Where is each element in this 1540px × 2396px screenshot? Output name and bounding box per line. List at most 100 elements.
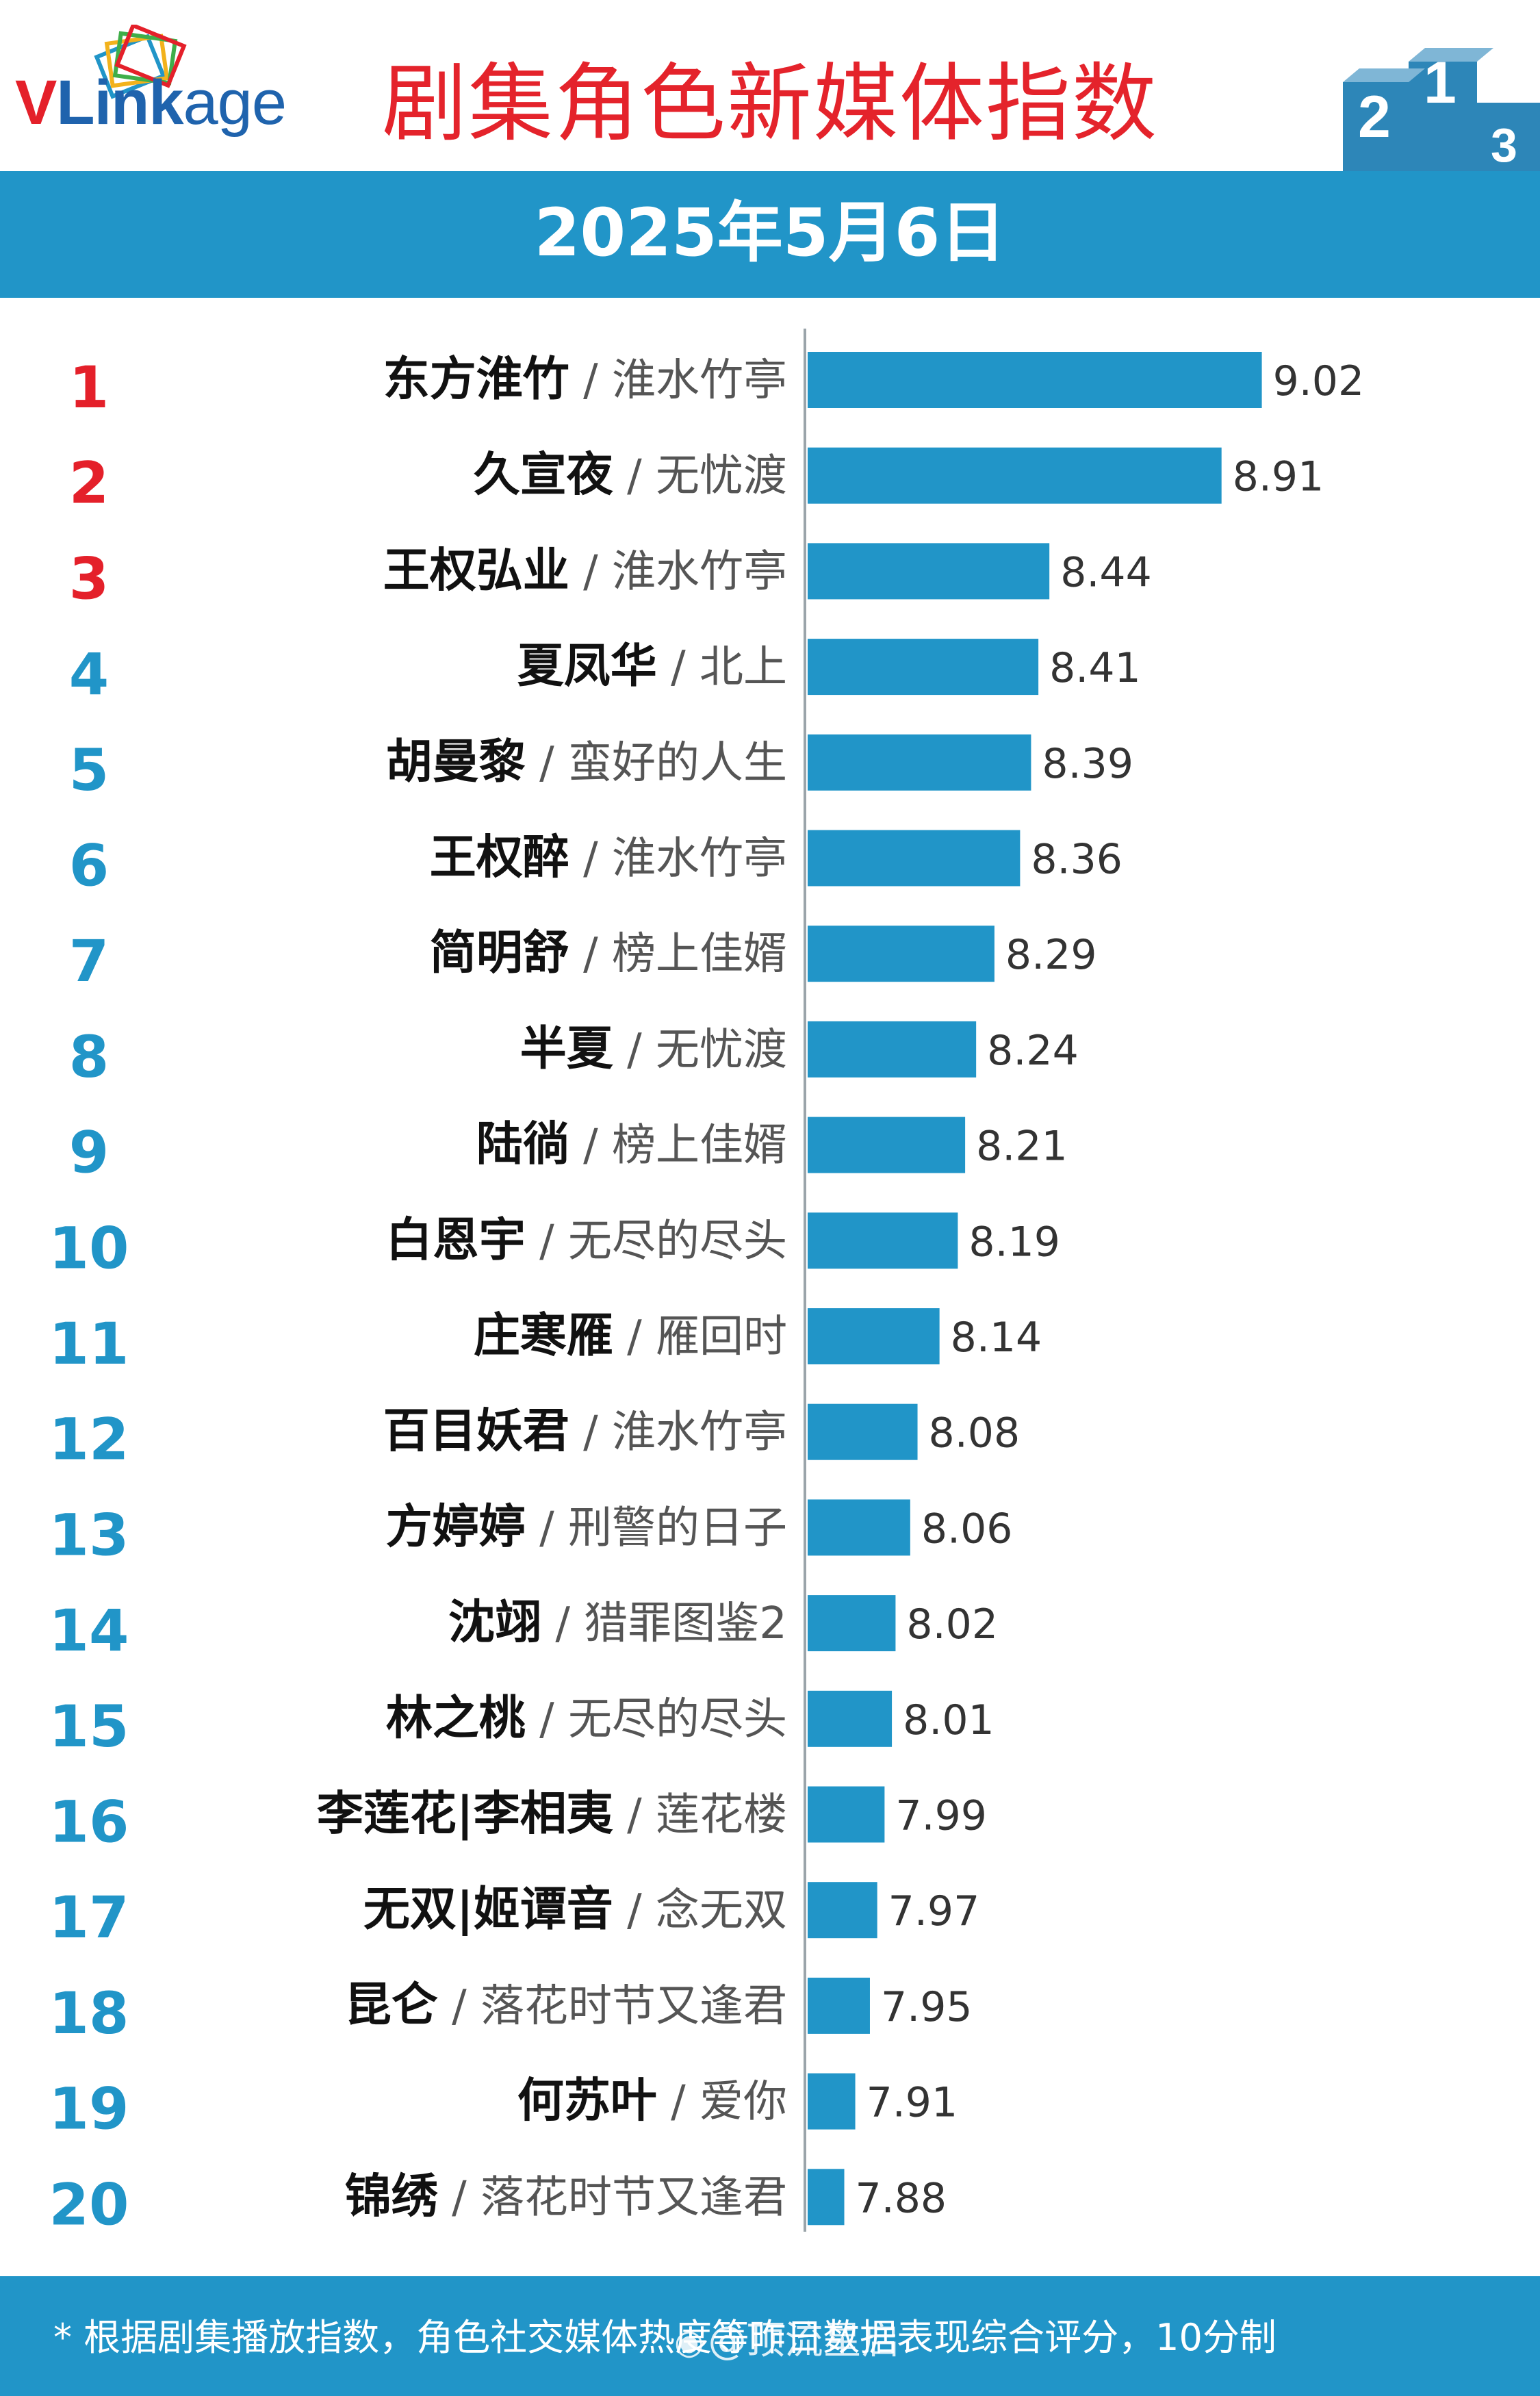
- chart-row-12: 12 百目妖君 / 淮水竹亭 8.08: [49, 1403, 1020, 1473]
- chart-row-1: 1 东方淮竹 / 淮水竹亭 9.02: [69, 352, 1364, 421]
- rank-label: 11: [49, 1310, 129, 1377]
- chart-row-20: 20 锦绣 / 落花时节又逢君 7.88: [49, 2169, 947, 2232]
- category-label: 锦绣 / 落花时节又逢君: [345, 2169, 787, 2223]
- bar: [808, 543, 1050, 600]
- show-name: / 淮水竹亭: [569, 834, 787, 884]
- chart-row-15: 15 林之桃 / 无尽的尽头 8.01: [49, 1690, 994, 1760]
- value-label: 7.88: [856, 2174, 947, 2222]
- logo-frames-icon: [94, 25, 187, 99]
- value-label: 7.95: [881, 1983, 973, 2031]
- bar: [808, 1308, 940, 1364]
- value-label: 9.02: [1273, 357, 1365, 405]
- bar: [808, 1212, 958, 1269]
- watermark-text: @顶流星启: [708, 2319, 900, 2363]
- character-name: 王权弘业: [383, 544, 569, 598]
- category-label: 简明舒 / 榜上佳婿: [430, 926, 787, 980]
- bar: [808, 1403, 918, 1460]
- value-label: 8.01: [903, 1696, 994, 1744]
- category-label: 陆徜 / 榜上佳婿: [476, 1118, 787, 1172]
- chart-row-14: 14 沈翊 / 猎罪图鉴2 8.02: [49, 1595, 998, 1664]
- character-name: 林之桃: [386, 1692, 526, 1746]
- bar: [808, 1499, 910, 1556]
- category-label: 昆仑 / 落花时节又逢君: [345, 1978, 787, 2032]
- value-label: 8.39: [1042, 740, 1133, 788]
- value-label: 8.14: [951, 1314, 1042, 1362]
- chart-row-11: 11 庄寒雁 / 雁回时 8.14: [49, 1308, 1042, 1377]
- show-name: / 无尽的尽头: [526, 1216, 787, 1266]
- rank-label: 8: [69, 1023, 109, 1091]
- header: VLinkage 剧集角色新媒体指数 2 1 3: [0, 0, 1540, 171]
- bar: [808, 1882, 877, 1939]
- category-label: 东方淮竹 / 淮水竹亭: [383, 353, 787, 407]
- footer: * 根据剧集播放指数，角色社交媒体热度等昨日数据表现综合评分，10分制: [0, 2276, 1540, 2396]
- show-name: / 刑警的日子: [526, 1503, 787, 1553]
- bar: [808, 352, 1262, 408]
- value-label: 8.24: [987, 1027, 1079, 1075]
- rank-label: 3: [69, 545, 109, 612]
- category-label: 方婷婷 / 刑警的日子: [386, 1500, 787, 1554]
- rank-label: 19: [49, 2076, 129, 2143]
- rank-label: 1: [69, 354, 109, 421]
- podium-label-1: 1: [1424, 50, 1456, 116]
- bar: [808, 2073, 856, 2130]
- category-label: 无双|姬谭音 / 念无双: [363, 1883, 787, 1937]
- rank-label: 10: [49, 1214, 129, 1282]
- character-name: 夏凤华: [517, 639, 657, 693]
- chart-row-3: 3 王权弘业 / 淮水竹亭 8.44: [69, 543, 1152, 612]
- chart-row-4: 4 夏凤华 / 北上 8.41: [69, 639, 1141, 708]
- bar-chart: 1 东方淮竹 / 淮水竹亭 9.02 2 久宣夜 / 无忧渡 8.91 3 王权弘业 / 淮水…: [49, 329, 1364, 2232]
- category-label: 沈翊 / 猎罪图鉴2: [448, 1596, 787, 1650]
- value-label: 8.44: [1060, 548, 1152, 596]
- show-name: / 无忧渡: [613, 1025, 787, 1075]
- chart-row-6: 6 王权醉 / 淮水竹亭 8.36: [69, 830, 1122, 900]
- date-label: 2025年5月6日: [534, 194, 1006, 271]
- character-name: 锦绣: [345, 2169, 438, 2223]
- character-name: 庄寒雁: [474, 1309, 613, 1363]
- chart-row-8: 8 半夏 / 无忧渡 8.24: [69, 1021, 1079, 1091]
- character-name: 李莲花|李相夷: [317, 1787, 613, 1841]
- bar: [808, 1117, 966, 1173]
- show-name: / 北上: [657, 642, 787, 693]
- value-label: 8.91: [1233, 453, 1324, 501]
- character-name: 陆徜: [476, 1118, 569, 1172]
- character-name: 白恩宇: [386, 1213, 526, 1267]
- rank-label: 18: [49, 1980, 129, 2047]
- value-label: 8.29: [1005, 931, 1097, 979]
- chart-row-7: 7 简明舒 / 榜上佳婿 8.29: [69, 926, 1097, 995]
- category-label: 百目妖君 / 淮水竹亭: [383, 1405, 787, 1459]
- rank-label: 9: [69, 1119, 109, 1186]
- rank-label: 5: [69, 737, 109, 804]
- character-name: 东方淮竹: [383, 353, 569, 407]
- character-name: 沈翊: [448, 1596, 541, 1650]
- show-name: / 念无双: [613, 1885, 787, 1936]
- rank-label: 20: [49, 2171, 129, 2232]
- category-label: 林之桃 / 无尽的尽头: [386, 1692, 787, 1746]
- chart-row-2: 2 久宣夜 / 无忧渡 8.91: [69, 447, 1324, 517]
- category-label: 白恩宇 / 无尽的尽头: [386, 1213, 787, 1267]
- character-name: 胡曼黎: [386, 735, 526, 789]
- bar: [808, 1977, 870, 2034]
- category-label: 夏凤华 / 北上: [517, 639, 787, 693]
- rank-label: 14: [49, 1597, 129, 1664]
- show-name: / 落花时节又逢君: [438, 1981, 787, 2032]
- watermark: ◉ @顶流星启: [674, 2314, 900, 2369]
- show-name: / 落花时节又逢君: [438, 2172, 787, 2223]
- value-label: 7.97: [888, 1887, 980, 1935]
- category-label: 李莲花|李相夷 / 莲花楼: [317, 1787, 787, 1841]
- value-label: 7.91: [867, 2079, 958, 2127]
- show-name: / 无尽的尽头: [526, 1694, 787, 1745]
- weibo-icon: ◉: [674, 2322, 704, 2362]
- category-label: 王权弘业 / 淮水竹亭: [383, 544, 787, 598]
- show-name: / 猎罪图鉴2: [541, 1598, 787, 1649]
- show-name: / 淮水竹亭: [569, 355, 787, 406]
- character-name: 何苏叶: [517, 2074, 657, 2128]
- bar: [808, 734, 1031, 791]
- rank-label: 16: [49, 1789, 129, 1856]
- bar: [808, 447, 1222, 504]
- bar: [808, 1786, 885, 1843]
- rank-label: 15: [49, 1693, 129, 1760]
- rank-label: 12: [49, 1406, 129, 1473]
- rank-label: 2: [69, 450, 109, 517]
- show-name: / 莲花楼: [613, 1790, 787, 1841]
- bar: [808, 639, 1039, 696]
